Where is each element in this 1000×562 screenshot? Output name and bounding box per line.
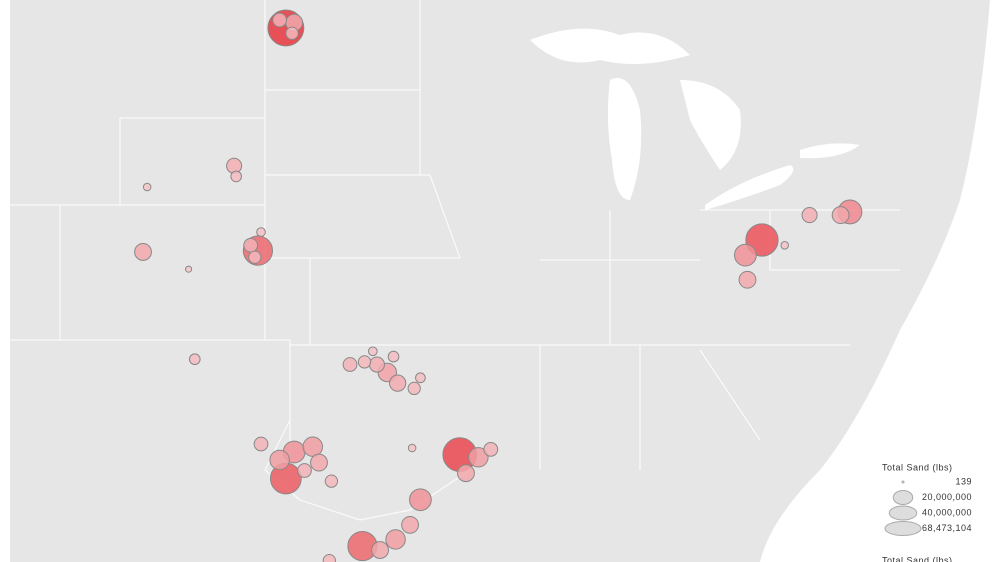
well-bubble xyxy=(415,372,426,384)
well-bubble xyxy=(357,355,372,369)
well-bubble xyxy=(142,182,152,192)
well-bubble xyxy=(324,474,339,488)
well-bubble xyxy=(342,357,358,372)
well-bubble xyxy=(367,346,378,357)
well-bubble xyxy=(401,515,419,534)
legend-size xyxy=(901,480,905,484)
well-bubble xyxy=(407,443,417,453)
well-bubble xyxy=(184,265,193,273)
well-bubble xyxy=(302,436,323,457)
well-bubble xyxy=(387,350,400,363)
well-bubble xyxy=(322,553,336,562)
well-bubble xyxy=(780,241,789,250)
well-bubble xyxy=(385,529,406,550)
well-bubble xyxy=(468,447,489,468)
state-borders xyxy=(10,0,900,521)
ocean xyxy=(760,0,990,562)
well-bubble xyxy=(389,374,407,392)
well-bubble xyxy=(243,237,259,253)
well-bubble xyxy=(368,356,385,373)
well-bubble xyxy=(248,250,262,264)
legend-label: 139 xyxy=(955,476,972,486)
well-bubble xyxy=(188,353,201,366)
well-bubble xyxy=(256,227,266,237)
well-bubble xyxy=(253,436,269,452)
well-bubble xyxy=(371,541,389,559)
legend-size xyxy=(892,490,914,505)
well-bubble xyxy=(269,449,290,471)
well-bubble xyxy=(801,207,818,224)
well-bubble xyxy=(272,12,288,28)
well-bubble xyxy=(297,463,312,478)
well-bubble xyxy=(310,453,328,472)
well-bubble xyxy=(831,206,850,225)
well-bubble xyxy=(407,381,421,396)
legend-label: 40,000,000 xyxy=(922,507,972,517)
legend-size xyxy=(888,505,918,521)
legend-label: 68,473,104 xyxy=(922,523,972,533)
well-bubble xyxy=(483,441,499,457)
well-bubble xyxy=(734,243,757,267)
well-bubble xyxy=(285,26,299,40)
well-bubble xyxy=(134,243,152,261)
well-bubble xyxy=(738,270,757,289)
legend-title: Total Sand (lbs) xyxy=(882,462,953,472)
legend-size xyxy=(884,521,922,536)
great-lakes xyxy=(530,28,860,211)
legend-label: 20,000,000 xyxy=(922,492,972,502)
well-bubble xyxy=(457,464,475,483)
well-bubble xyxy=(230,170,243,183)
legend-title: Total Sand (lbs) xyxy=(882,555,953,562)
well-bubble xyxy=(409,488,432,512)
